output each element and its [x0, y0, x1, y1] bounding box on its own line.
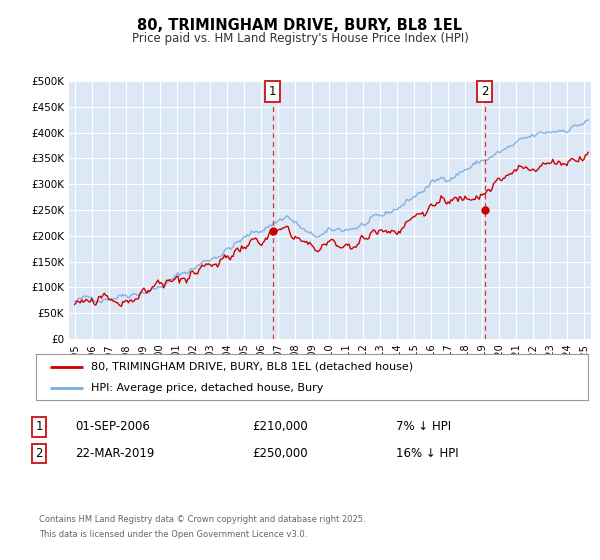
- Text: £210,000: £210,000: [252, 420, 308, 433]
- Text: 7% ↓ HPI: 7% ↓ HPI: [396, 420, 451, 433]
- Text: This data is licensed under the Open Government Licence v3.0.: This data is licensed under the Open Gov…: [39, 530, 307, 539]
- Text: 2: 2: [481, 85, 488, 98]
- Text: 2: 2: [35, 447, 43, 460]
- Text: 01-SEP-2006: 01-SEP-2006: [75, 420, 150, 433]
- Text: 80, TRIMINGHAM DRIVE, BURY, BL8 1EL: 80, TRIMINGHAM DRIVE, BURY, BL8 1EL: [137, 18, 463, 33]
- Text: 1: 1: [269, 85, 277, 98]
- Text: £250,000: £250,000: [252, 447, 308, 460]
- Text: 80, TRIMINGHAM DRIVE, BURY, BL8 1EL (detached house): 80, TRIMINGHAM DRIVE, BURY, BL8 1EL (det…: [91, 362, 413, 372]
- Text: HPI: Average price, detached house, Bury: HPI: Average price, detached house, Bury: [91, 383, 323, 393]
- Text: Price paid vs. HM Land Registry's House Price Index (HPI): Price paid vs. HM Land Registry's House …: [131, 32, 469, 45]
- Text: Contains HM Land Registry data © Crown copyright and database right 2025.: Contains HM Land Registry data © Crown c…: [39, 515, 365, 524]
- Text: 16% ↓ HPI: 16% ↓ HPI: [396, 447, 458, 460]
- Text: 1: 1: [35, 420, 43, 433]
- Text: 22-MAR-2019: 22-MAR-2019: [75, 447, 154, 460]
